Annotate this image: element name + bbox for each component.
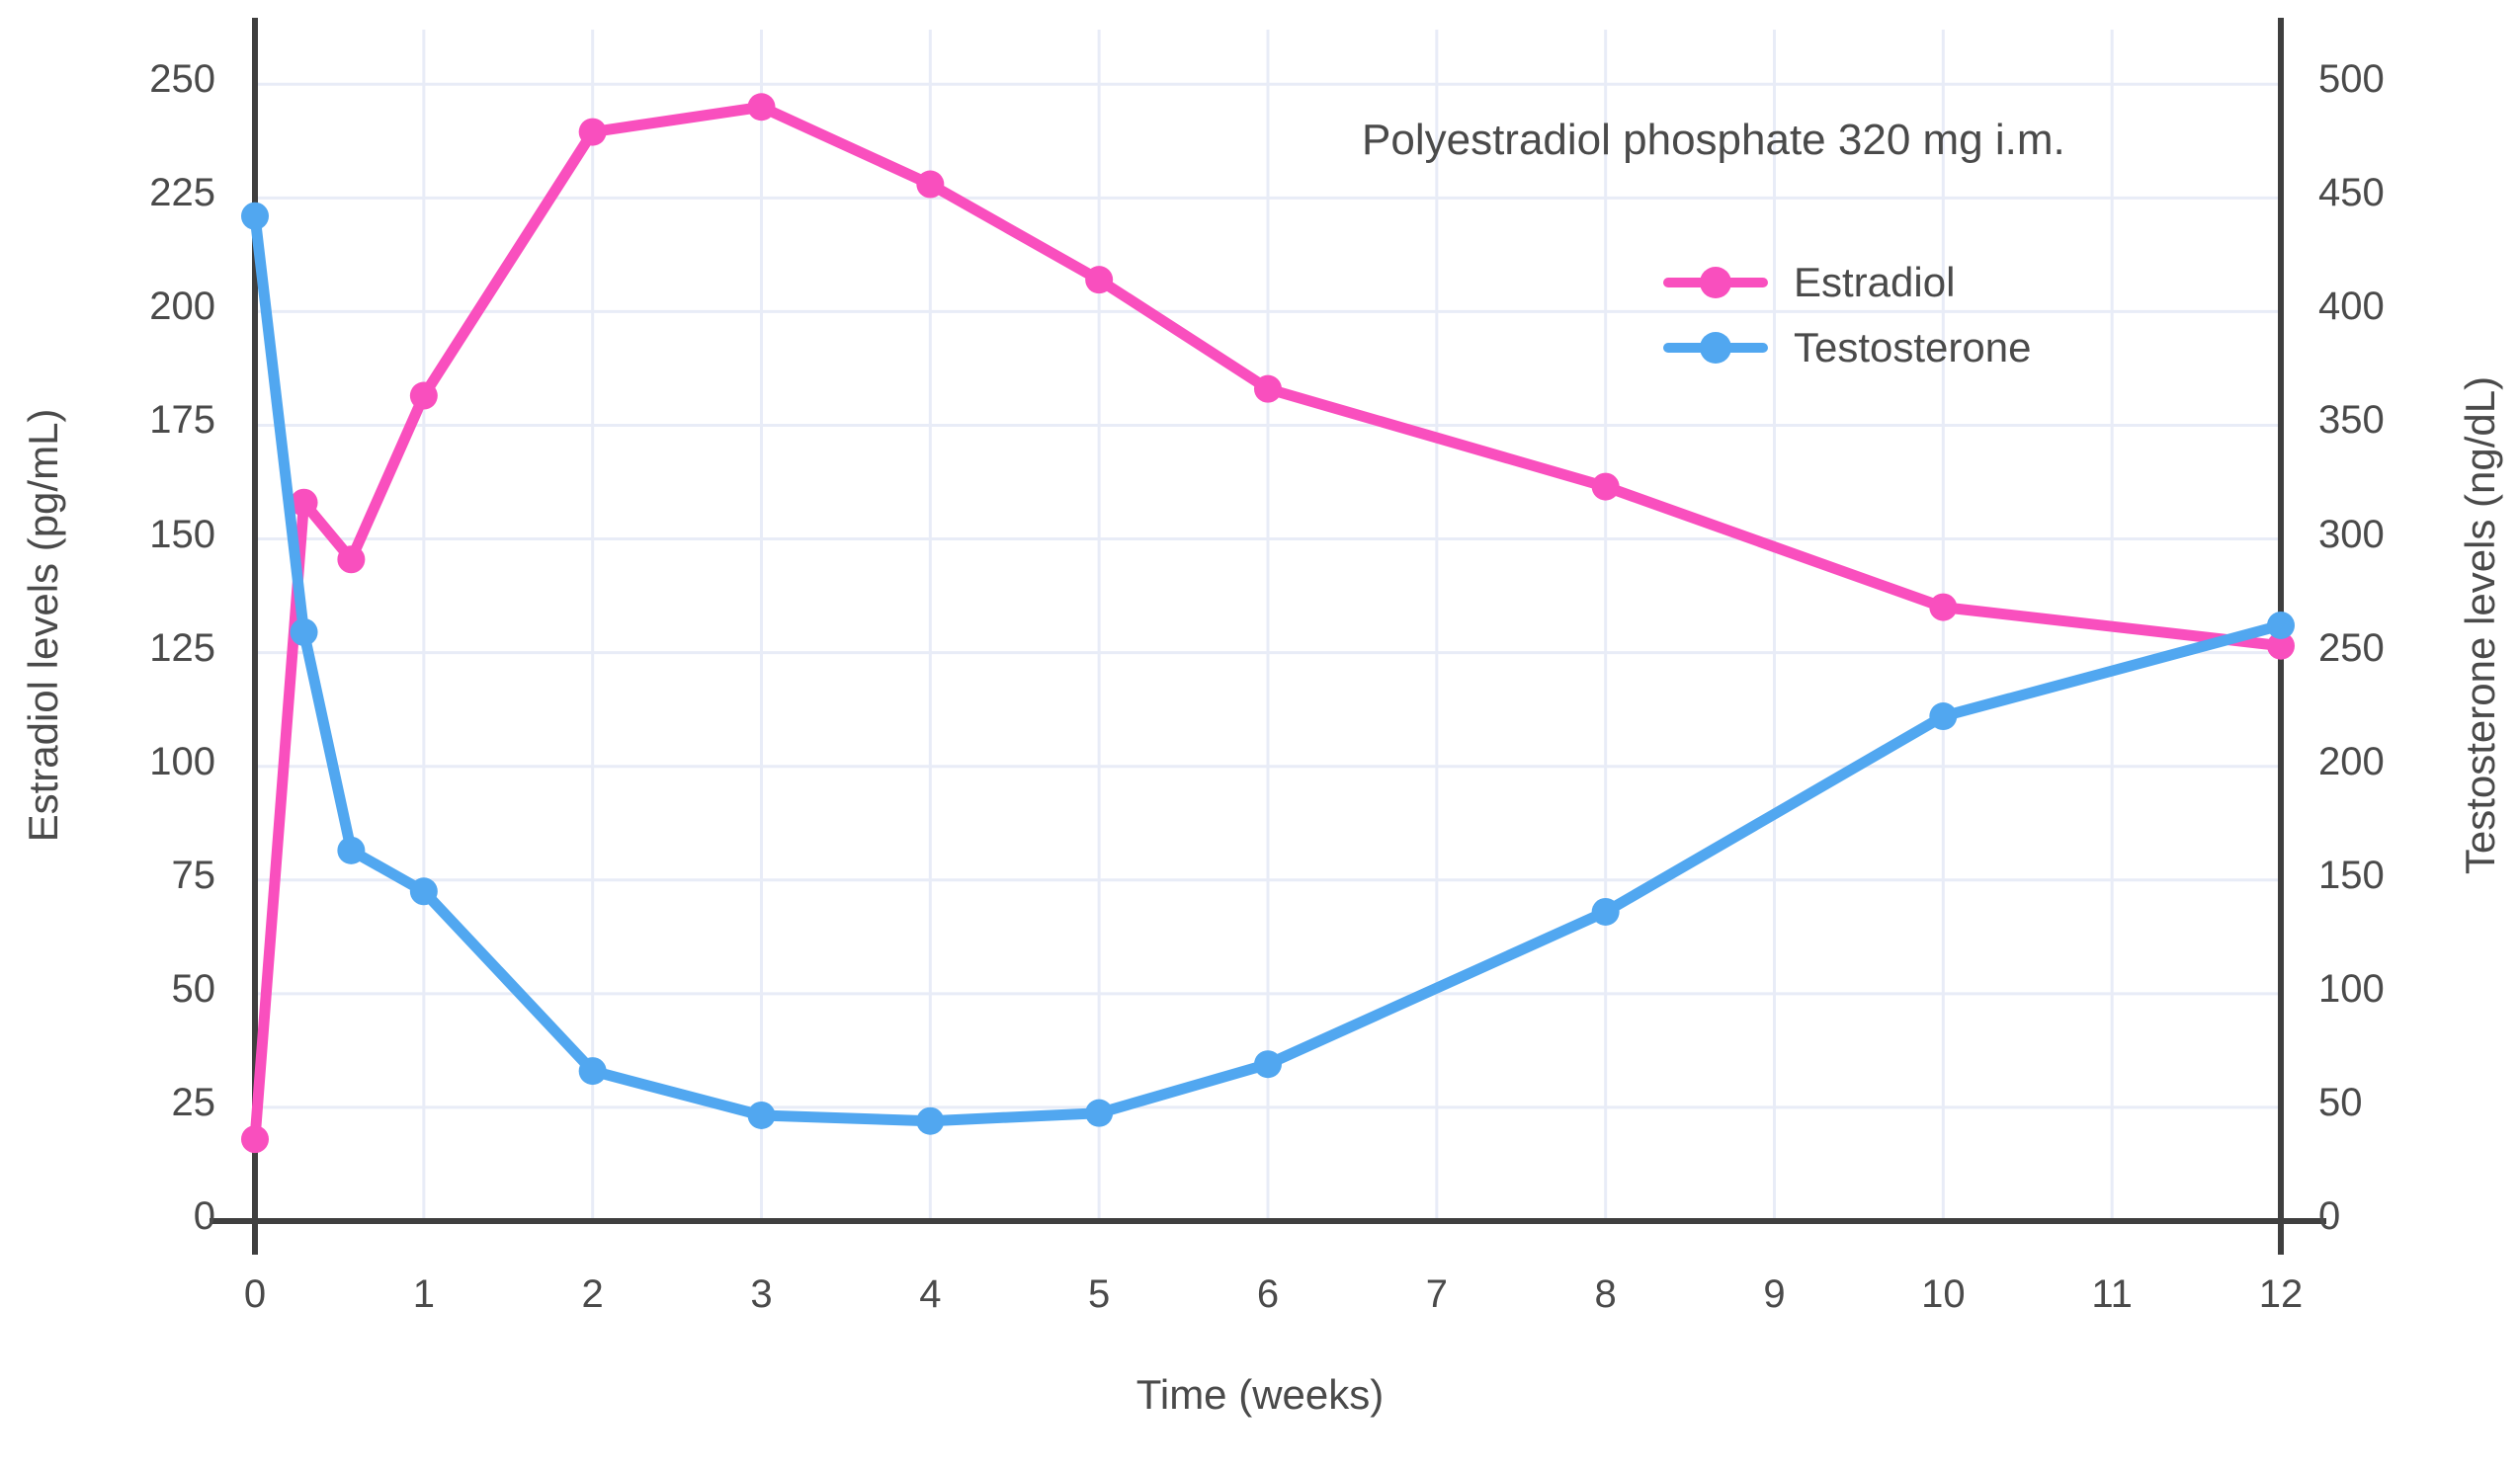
x-tick-5: 5 (1088, 1272, 1111, 1316)
y-tick-left-0: 0 (193, 1194, 215, 1238)
y-tick-right-150: 150 (2318, 853, 2385, 897)
y-tick-left-225: 225 (149, 171, 215, 215)
x-tick-12: 12 (2258, 1272, 2304, 1316)
y-tick-right-500: 500 (2318, 57, 2385, 102)
y-tick-left-25: 25 (171, 1080, 216, 1124)
y-tick-left-125: 125 (149, 625, 215, 670)
x-tick-3: 3 (750, 1272, 773, 1316)
y-tick-left-250: 250 (149, 57, 215, 102)
x-tick-11: 11 (2091, 1272, 2133, 1316)
x-tick-9: 9 (1763, 1272, 1786, 1316)
legend-item-estradiol[interactable]: Estradiol (1663, 250, 2031, 315)
y-tick-left-200: 200 (149, 285, 215, 329)
legend-swatch-estradiol (1663, 267, 1768, 298)
x-tick-8: 8 (1594, 1272, 1617, 1316)
x-tick-0: 0 (243, 1272, 267, 1316)
x-tick-6: 6 (1256, 1272, 1280, 1316)
legend-label-testosterone: Testosterone (1794, 324, 2032, 370)
x-tick-7: 7 (1425, 1272, 1448, 1316)
legend-item-testosterone[interactable]: Testosterone (1663, 315, 2031, 380)
x-tick-1: 1 (412, 1272, 435, 1316)
y-tick-right-0: 0 (2318, 1194, 2341, 1238)
legend-swatch-testosterone (1663, 332, 1768, 364)
x-tick-10: 10 (1921, 1272, 1966, 1316)
chart-legend: Estradiol Testosterone (1663, 250, 2031, 380)
y-tick-right-250: 250 (2318, 625, 2385, 670)
y-tick-left-175: 175 (149, 398, 215, 443)
y-tick-left-75: 75 (171, 853, 216, 897)
plot-title: Polyestradiol phosphate 320 mg i.m. (1362, 116, 2065, 164)
y-tick-right-400: 400 (2318, 285, 2385, 329)
y-tick-left-100: 100 (149, 739, 215, 783)
y-tick-right-100: 100 (2318, 966, 2385, 1011)
y-tick-right-350: 350 (2318, 398, 2385, 443)
y-tick-right-300: 300 (2318, 512, 2385, 556)
y-tick-right-450: 450 (2318, 171, 2385, 215)
y-tick-left-150: 150 (149, 512, 215, 556)
x-tick-2: 2 (581, 1272, 604, 1316)
legend-marker-estradiol (1700, 267, 1731, 298)
y-tick-right-200: 200 (2318, 739, 2385, 783)
y-tick-left-50: 50 (171, 966, 216, 1011)
legend-marker-testosterone (1700, 332, 1731, 364)
x-tick-4: 4 (919, 1272, 942, 1316)
y-tick-right-50: 50 (2318, 1080, 2363, 1124)
x-axis-title: Time (weeks) (1135, 1371, 1385, 1418)
legend-label-estradiol: Estradiol (1794, 259, 1956, 305)
